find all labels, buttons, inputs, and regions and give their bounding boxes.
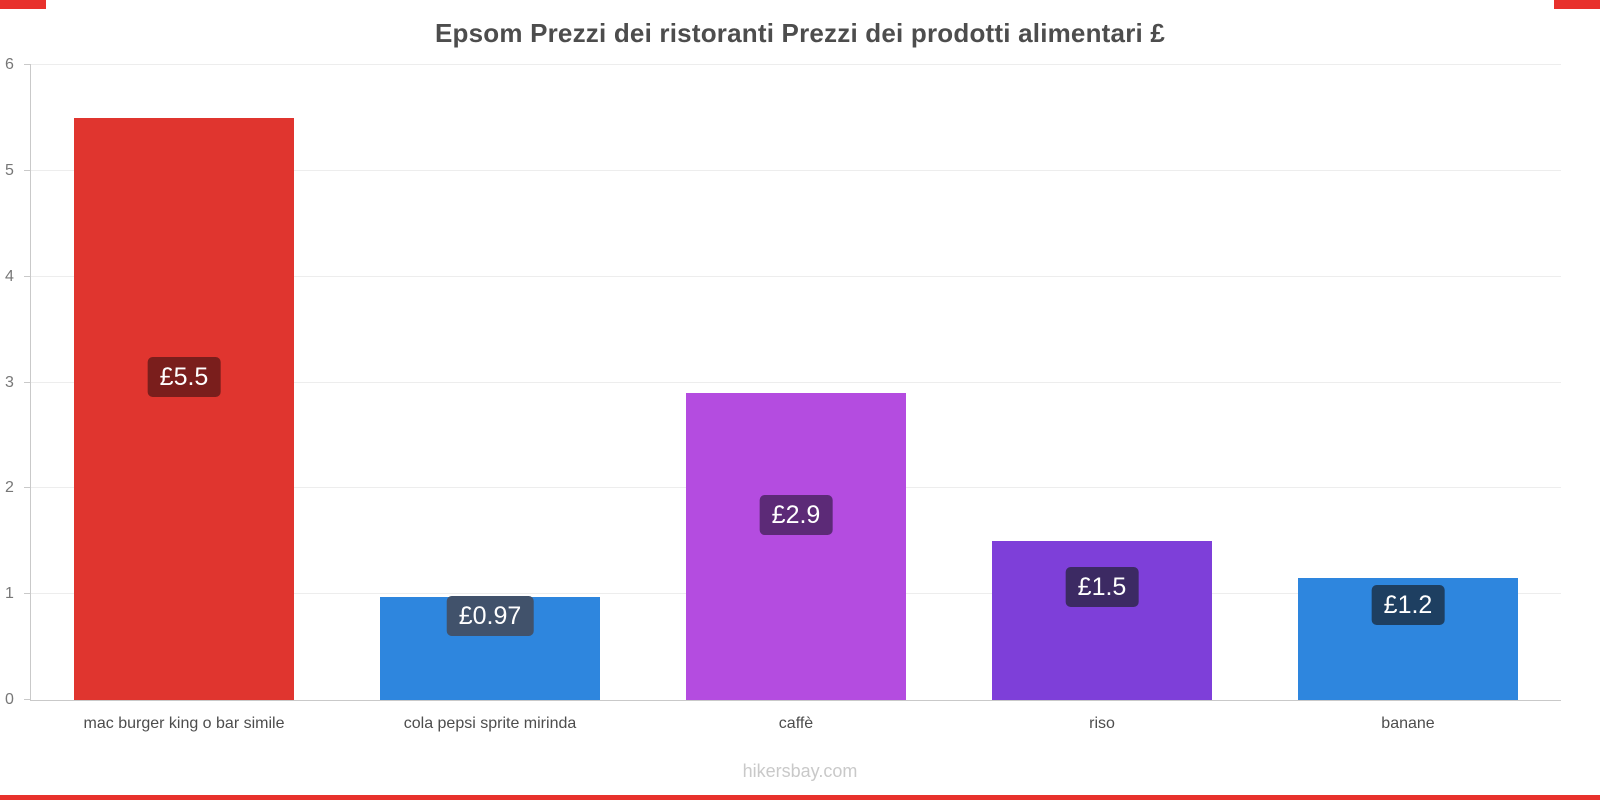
- y-tick-mark-6: [24, 64, 31, 65]
- category-label-0: mac burger king o bar simile: [83, 715, 285, 732]
- y-tick-mark-1: [24, 593, 31, 595]
- y-tick-label-2: 2: [5, 479, 14, 497]
- bar-value-badge-4: £1.2: [1371, 584, 1445, 625]
- category-label-4: banane: [1381, 715, 1435, 732]
- footer-link[interactable]: hikersbay.com: [742, 761, 858, 781]
- bar-0[interactable]: [74, 117, 294, 700]
- bar-value-badge-2: £2.9: [759, 494, 833, 535]
- category-label-3: riso: [1089, 715, 1115, 732]
- accent-bar-bottom: [0, 795, 1600, 800]
- gridline-y-3: [31, 381, 1561, 383]
- bar-value-badge-3: £1.5: [1065, 566, 1139, 607]
- y-tick-mark-5: [24, 169, 31, 171]
- accent-bar-top-left: [0, 0, 46, 9]
- bar-2[interactable]: [686, 393, 906, 700]
- y-tick-label-4: 4: [5, 267, 14, 285]
- plot-area: 0 1 2 3 4 5 6 £5.5 mac burger king o bar simile £…: [5, 57, 1561, 732]
- y-tick-mark-4: [24, 275, 31, 277]
- category-label-2: caffè: [778, 715, 814, 732]
- y-tick-mark-0: [24, 699, 31, 700]
- gridline-y-6: [31, 64, 1561, 65]
- bar-value-badge-0: £5.5: [147, 357, 221, 398]
- y-tick-label-0: 0: [5, 691, 14, 708]
- accent-bar-top-right: [1554, 0, 1600, 9]
- y-tick-mark-3: [24, 381, 31, 383]
- y-tick-mark-2: [24, 487, 31, 489]
- chart-title: Epsom Prezzi dei ristoranti Prezzi dei p…: [434, 18, 1166, 48]
- y-tick-label-3: 3: [5, 373, 14, 391]
- gridline-y-5: [31, 169, 1561, 171]
- bar-value-badge-1: £0.97: [446, 596, 534, 637]
- bar-3[interactable]: [992, 541, 1212, 700]
- y-tick-label-1: 1: [5, 585, 14, 603]
- y-tick-label-5: 5: [5, 161, 14, 179]
- gridline-y-4: [31, 275, 1561, 277]
- y-tick-label-6: 6: [5, 56, 14, 73]
- category-label-1: cola pepsi sprite mirinda: [403, 715, 577, 732]
